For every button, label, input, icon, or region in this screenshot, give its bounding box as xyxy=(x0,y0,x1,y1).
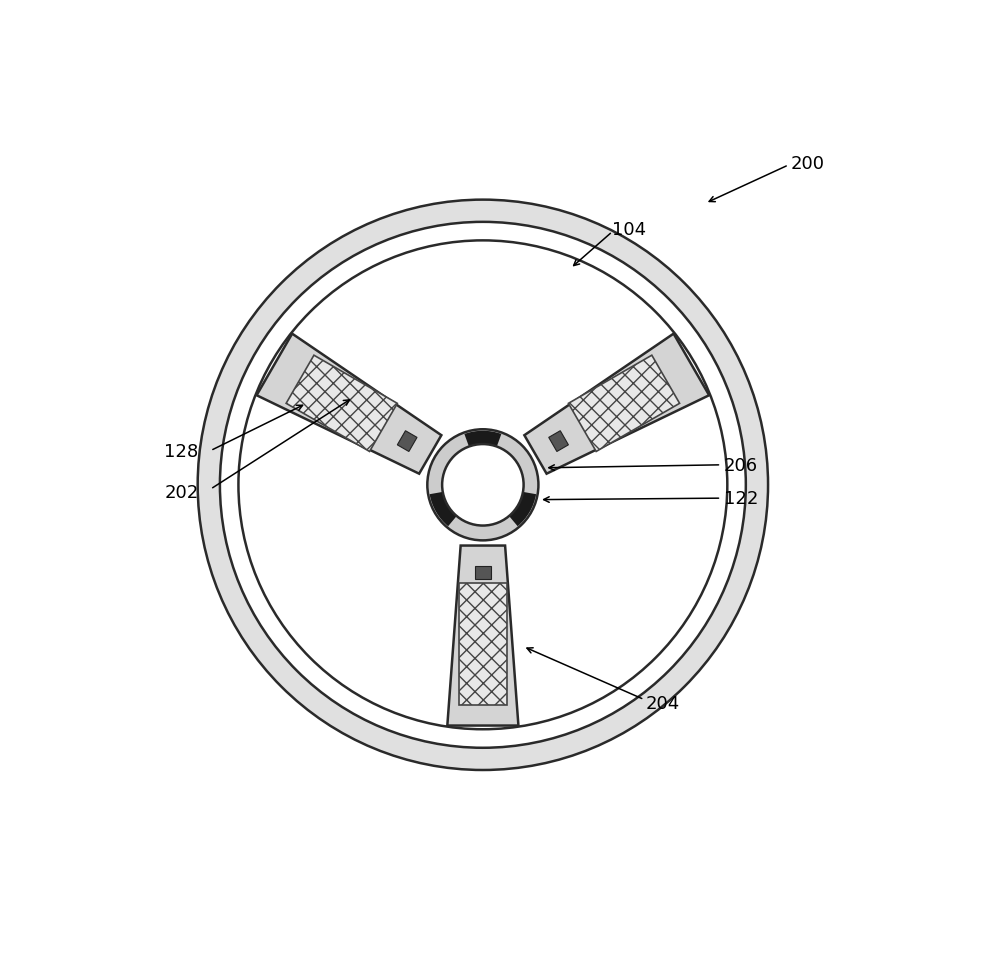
Text: 200: 200 xyxy=(790,155,824,172)
Text: 128: 128 xyxy=(164,443,199,461)
Text: 104: 104 xyxy=(612,221,647,239)
Bar xyxy=(286,356,397,452)
Circle shape xyxy=(220,223,746,748)
Circle shape xyxy=(198,201,768,770)
Circle shape xyxy=(238,241,727,729)
Polygon shape xyxy=(447,546,518,726)
Bar xyxy=(397,431,417,452)
Polygon shape xyxy=(257,334,441,474)
Wedge shape xyxy=(509,492,536,527)
Wedge shape xyxy=(464,431,501,447)
Circle shape xyxy=(442,445,524,526)
Circle shape xyxy=(427,430,538,541)
Text: 206: 206 xyxy=(724,456,758,475)
Bar xyxy=(568,356,680,452)
Text: 122: 122 xyxy=(724,490,758,507)
Polygon shape xyxy=(524,334,709,474)
Wedge shape xyxy=(430,492,457,527)
Bar xyxy=(549,431,568,452)
Bar xyxy=(475,566,491,579)
Text: 204: 204 xyxy=(646,695,680,713)
Text: 202: 202 xyxy=(164,483,199,502)
Bar xyxy=(459,583,507,705)
